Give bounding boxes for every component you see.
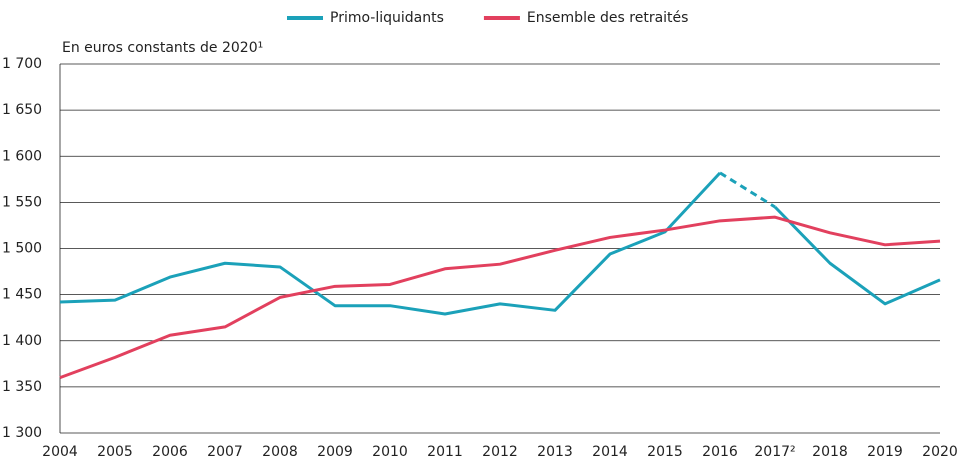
legend-label: Primo-liquidants: [330, 10, 444, 26]
x-tick-label: 2013: [537, 444, 573, 460]
x-tick-label: 2010: [372, 444, 408, 460]
x-tick-label: 2011: [427, 444, 463, 460]
x-tick-label: 2018: [812, 444, 848, 460]
x-tick-label: 2008: [262, 444, 298, 460]
y-tick-label: 1 400: [2, 333, 42, 349]
y-tick-label: 1 500: [2, 241, 42, 257]
x-tick-label: 2006: [152, 444, 188, 460]
x-tick-label: 2019: [867, 444, 903, 460]
line-series: [773, 205, 941, 306]
x-tick-label: 2015: [647, 444, 683, 460]
y-tick-label: 1 650: [2, 102, 42, 118]
x-tick-label: 2005: [97, 444, 133, 460]
line-series: [59, 171, 722, 316]
x-tick-label: 2007: [207, 444, 243, 460]
y-tick-label: 1 350: [2, 379, 42, 395]
x-tick-label: 2020: [922, 444, 958, 460]
y-tick-label: 1 300: [2, 425, 42, 441]
y-tick-label: 1 450: [2, 287, 42, 303]
chart-subtitle: En euros constants de 2020¹: [62, 40, 263, 56]
x-tick-label: 2017²: [754, 444, 795, 460]
y-tick-label: 1 600: [2, 148, 42, 164]
x-tick-label: 2004: [42, 444, 78, 460]
x-tick-label: 2014: [592, 444, 628, 460]
x-tick-label: 2012: [482, 444, 518, 460]
legend-label: Ensemble des retraités: [527, 10, 689, 26]
x-tick-label: 2016: [702, 444, 738, 460]
line-series: [719, 171, 776, 209]
x-tick-label: 2009: [317, 444, 353, 460]
y-tick-label: 1 550: [2, 194, 42, 210]
y-tick-label: 1 700: [2, 56, 42, 72]
line-series: [59, 215, 941, 380]
